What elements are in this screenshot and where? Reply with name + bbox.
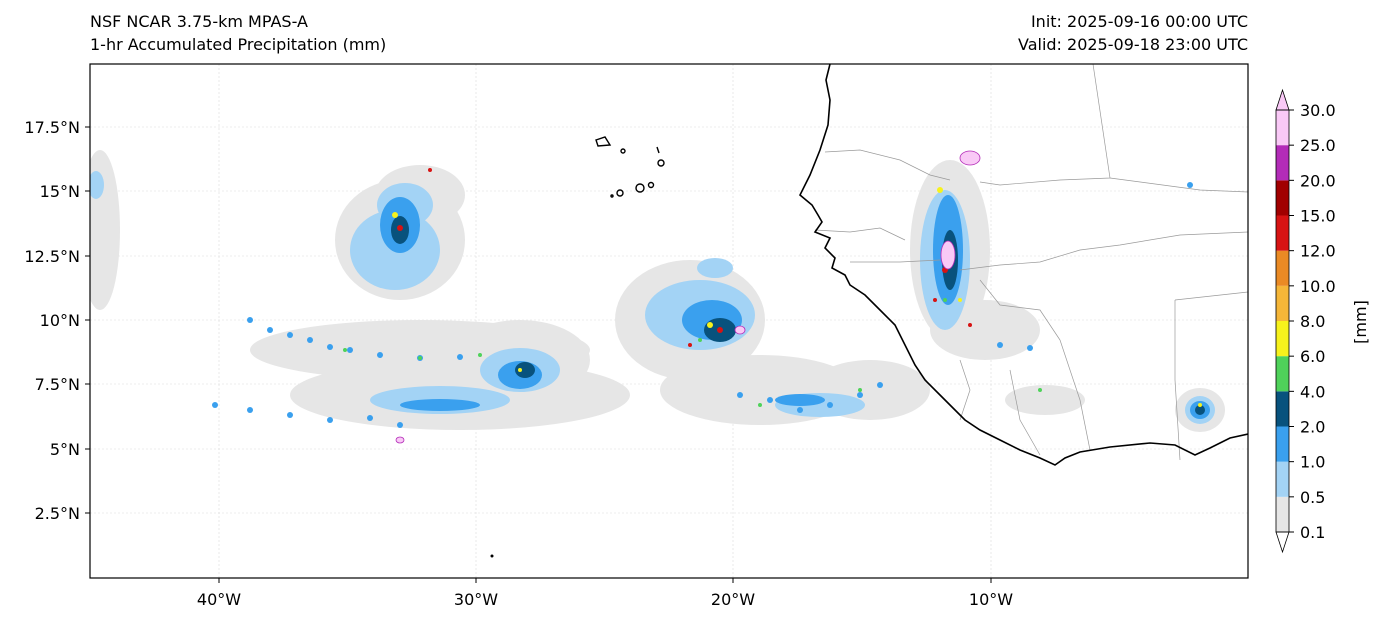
lat-label: 10°N: [40, 311, 80, 330]
colorbar-level-label: 10.0: [1300, 277, 1336, 296]
field-title: 1-hr Accumulated Precipitation (mm): [90, 35, 387, 54]
lat-label: 15°N: [40, 182, 80, 201]
lat-label: 12.5°N: [24, 247, 80, 266]
map-frame: [89, 63, 1249, 579]
lon-label: 40°W: [197, 590, 241, 609]
precip-cells: [212, 150, 1202, 444]
colorbar-segment: [1276, 496, 1289, 532]
lat-label: 2.5°N: [35, 504, 80, 523]
colorbar-level-label: 20.0: [1300, 171, 1336, 190]
colorbar-segment: [1276, 145, 1289, 181]
colorbar-level-label: 6.0: [1300, 347, 1325, 366]
colorbar-segment: [1276, 110, 1289, 146]
colorbar-min-extension: [1275, 531, 1290, 554]
lon-ticks: [218, 578, 992, 583]
cape-verde-islands: [595, 136, 665, 198]
colorbar-segment: [1276, 250, 1289, 286]
model-title: NSF NCAR 3.75-km MPAS-A: [90, 12, 308, 31]
country-borders: [814, 64, 1248, 461]
colorbar-segment: [1276, 215, 1289, 251]
colorbar-segment: [1276, 426, 1289, 462]
gridlines: [90, 64, 1248, 578]
valid-time: Valid: 2025-09-18 23:00 UTC: [1017, 35, 1248, 54]
lon-label: 30°W: [454, 590, 498, 609]
colorbar-level-label: 2.0: [1300, 418, 1325, 437]
colorbar: 0.1 0.5 1.0 2.0 4.0 6.0 8.0 10.0 12.0 15.0 20.0 25.…: [1275, 88, 1336, 554]
lat-ticks: [85, 126, 90, 514]
lat-label: 17.5°N: [24, 118, 80, 137]
colorbar-segment: [1276, 285, 1289, 321]
colorbar-level-label: 30.0: [1300, 101, 1336, 120]
colorbar-segment: [1276, 321, 1289, 357]
colorbar-level-label: 0.1: [1300, 523, 1325, 542]
colorbar-level-label: 12.0: [1300, 242, 1336, 261]
colorbar-max-extension: [1275, 88, 1290, 111]
colorbar-level-label: 8.0: [1300, 312, 1325, 331]
colorbar-level-label: 25.0: [1300, 136, 1336, 155]
colorbar-segment: [1276, 461, 1289, 497]
colorbar-level-label: 0.5: [1300, 488, 1325, 507]
lat-label: 5°N: [50, 440, 80, 459]
colorbar-level-label: 15.0: [1300, 207, 1336, 226]
init-time: Init: 2025-09-16 00:00 UTC: [1030, 12, 1248, 31]
lon-label: 20°W: [711, 590, 755, 609]
lat-label: 7.5°N: [35, 375, 80, 394]
colorbar-segment: [1276, 180, 1289, 216]
colorbar-segment: [1276, 391, 1289, 427]
colorbar-unit-label: [mm]: [1351, 300, 1370, 344]
coastline: [799, 64, 1248, 466]
colorbar-level-label: 4.0: [1300, 382, 1325, 401]
island-dot: [490, 554, 494, 558]
colorbar-level-label: 1.0: [1300, 453, 1325, 472]
lon-label: 10°W: [969, 590, 1013, 609]
colorbar-segment: [1276, 356, 1289, 392]
